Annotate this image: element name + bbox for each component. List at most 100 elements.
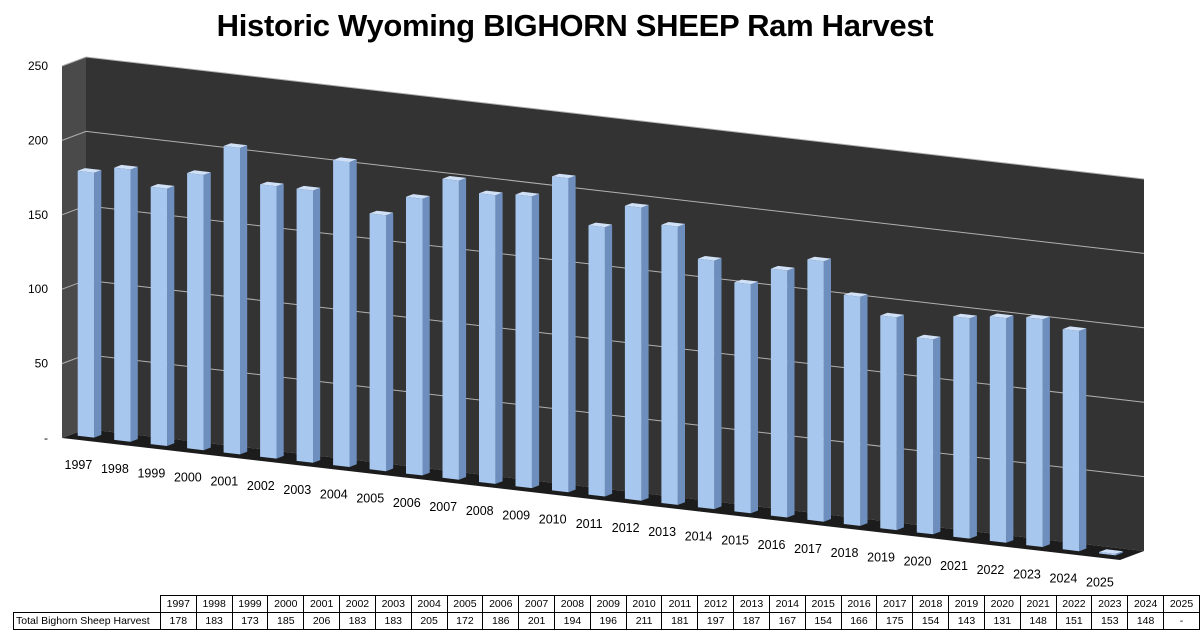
- bar-2003: [296, 185, 321, 463]
- table-value-cell: 183: [374, 612, 412, 630]
- bar-side: [1006, 315, 1014, 543]
- bar-2000: [187, 170, 211, 451]
- table-year-cell: 2012: [697, 595, 735, 613]
- chart-title: Historic Wyoming BIGHORN SHEEP Ram Harve…: [216, 8, 934, 43]
- x-tick-label: 2024: [1050, 571, 1078, 585]
- bar-side: [933, 336, 941, 535]
- x-tick-label: 2010: [539, 513, 567, 527]
- table-year-cell: 2010: [625, 595, 663, 613]
- table-year-cell: 2006: [482, 595, 520, 613]
- bar-side: [969, 315, 977, 539]
- table-year-cell: 2017: [876, 595, 914, 613]
- bar-top: [187, 170, 211, 175]
- table-value-cell: 196: [589, 612, 627, 630]
- table-year-cell: 2013: [733, 595, 770, 613]
- table-value-cell: 194: [554, 612, 591, 630]
- bar-2001: [223, 143, 248, 455]
- bar-top: [843, 292, 868, 297]
- table-value-cell: 172: [446, 612, 484, 630]
- bar-2011: [588, 222, 613, 497]
- bar-2022: [989, 313, 1014, 543]
- x-tick-label: 2006: [393, 496, 421, 510]
- table-year-cell: 2005: [446, 595, 484, 613]
- table-value-cell: 131: [983, 612, 1021, 630]
- bar-top: [1026, 314, 1050, 320]
- bar-top: [296, 185, 321, 191]
- bar-side: [1079, 328, 1087, 552]
- bar-top: [442, 176, 467, 181]
- bar-face: [1099, 552, 1116, 556]
- x-tick-label: 2012: [612, 521, 640, 535]
- x-tick-label: 1998: [101, 462, 129, 476]
- bar-2021: [953, 313, 977, 539]
- bar-side: [94, 170, 102, 438]
- bar-face: [989, 316, 1007, 543]
- table-year-cell: 2014: [768, 595, 806, 613]
- x-tick-label: 2018: [831, 546, 859, 560]
- x-tick-label: 2021: [940, 559, 968, 573]
- bar-top: [916, 334, 941, 340]
- bar-face: [661, 224, 678, 505]
- table-row-label: Total Bighorn Sheep Harvest: [13, 612, 161, 630]
- bar-top: [552, 173, 576, 179]
- bar-top: [807, 256, 831, 262]
- x-tick-label: 2013: [648, 525, 676, 539]
- table-year-cell: 2018: [912, 595, 950, 613]
- bar-2019: [880, 312, 904, 531]
- bar-face: [880, 315, 897, 531]
- bar-side: [313, 187, 321, 463]
- table-value-cell: 167: [768, 612, 806, 630]
- table-year-cell: 2019: [948, 595, 985, 613]
- table-value-cell: 211: [625, 612, 663, 630]
- x-tick-label: 2008: [466, 504, 494, 518]
- bar-2016: [770, 265, 795, 518]
- bar-2024: [1062, 326, 1087, 552]
- gridline: [61, 130, 1145, 254]
- table-corner: [13, 595, 161, 613]
- x-tick-label: 2003: [283, 483, 311, 497]
- table-year-cell: 2008: [554, 595, 591, 613]
- bar-face: [187, 173, 204, 451]
- bar-face: [114, 167, 131, 442]
- bar-top: [77, 168, 102, 173]
- table-value-cell: 187: [733, 612, 770, 630]
- bar-face: [552, 176, 569, 493]
- y-tick-label: 200: [28, 133, 48, 147]
- x-tick-label: 2014: [685, 529, 713, 543]
- bar-2012: [624, 203, 649, 501]
- bar-top: [697, 256, 722, 261]
- bar-top: [260, 181, 284, 187]
- table-year-cell: 2003: [374, 595, 412, 613]
- bar-side: [677, 223, 685, 505]
- table-value-cell: 186: [482, 612, 520, 630]
- table-value-cell: 175: [876, 612, 914, 630]
- bar-top: [406, 194, 430, 199]
- bar-2010: [552, 173, 576, 493]
- x-tick-label: 2001: [210, 475, 238, 489]
- bar-side: [386, 212, 394, 472]
- x-tick-label: 1997: [65, 458, 93, 472]
- bar-side: [531, 193, 540, 489]
- table-year-cell: 2011: [661, 595, 699, 613]
- table-header-row: 1997 1998 1999 2000 2001 2002 2003 2004 2005 2006…: [13, 595, 1200, 613]
- bar-top: [515, 191, 540, 197]
- bar-1997: [77, 168, 102, 438]
- bar-2004: [333, 157, 357, 468]
- bar-1998: [114, 164, 138, 442]
- x-axis-ticks: 1997 1998 1999 2000 2001 2002 2003 2004 2005 2006…: [65, 458, 1114, 590]
- table-value-cell: 201: [518, 612, 555, 630]
- table-value-cell: 183: [339, 612, 376, 630]
- bar-side: [495, 192, 503, 484]
- table-year-cell: 2007: [518, 595, 555, 613]
- x-tick-label: 2004: [320, 487, 348, 501]
- table-year-cell: 2021: [1019, 595, 1057, 613]
- table-value-cell: 148: [1019, 612, 1057, 630]
- bar-face: [406, 196, 423, 476]
- bar-side: [860, 294, 868, 526]
- bar-2002: [260, 181, 284, 459]
- bar-face: [260, 184, 277, 459]
- bar-side: [276, 183, 284, 459]
- bar-side: [458, 177, 467, 480]
- y-tick-label: 250: [28, 59, 48, 73]
- bar-top: [953, 313, 977, 319]
